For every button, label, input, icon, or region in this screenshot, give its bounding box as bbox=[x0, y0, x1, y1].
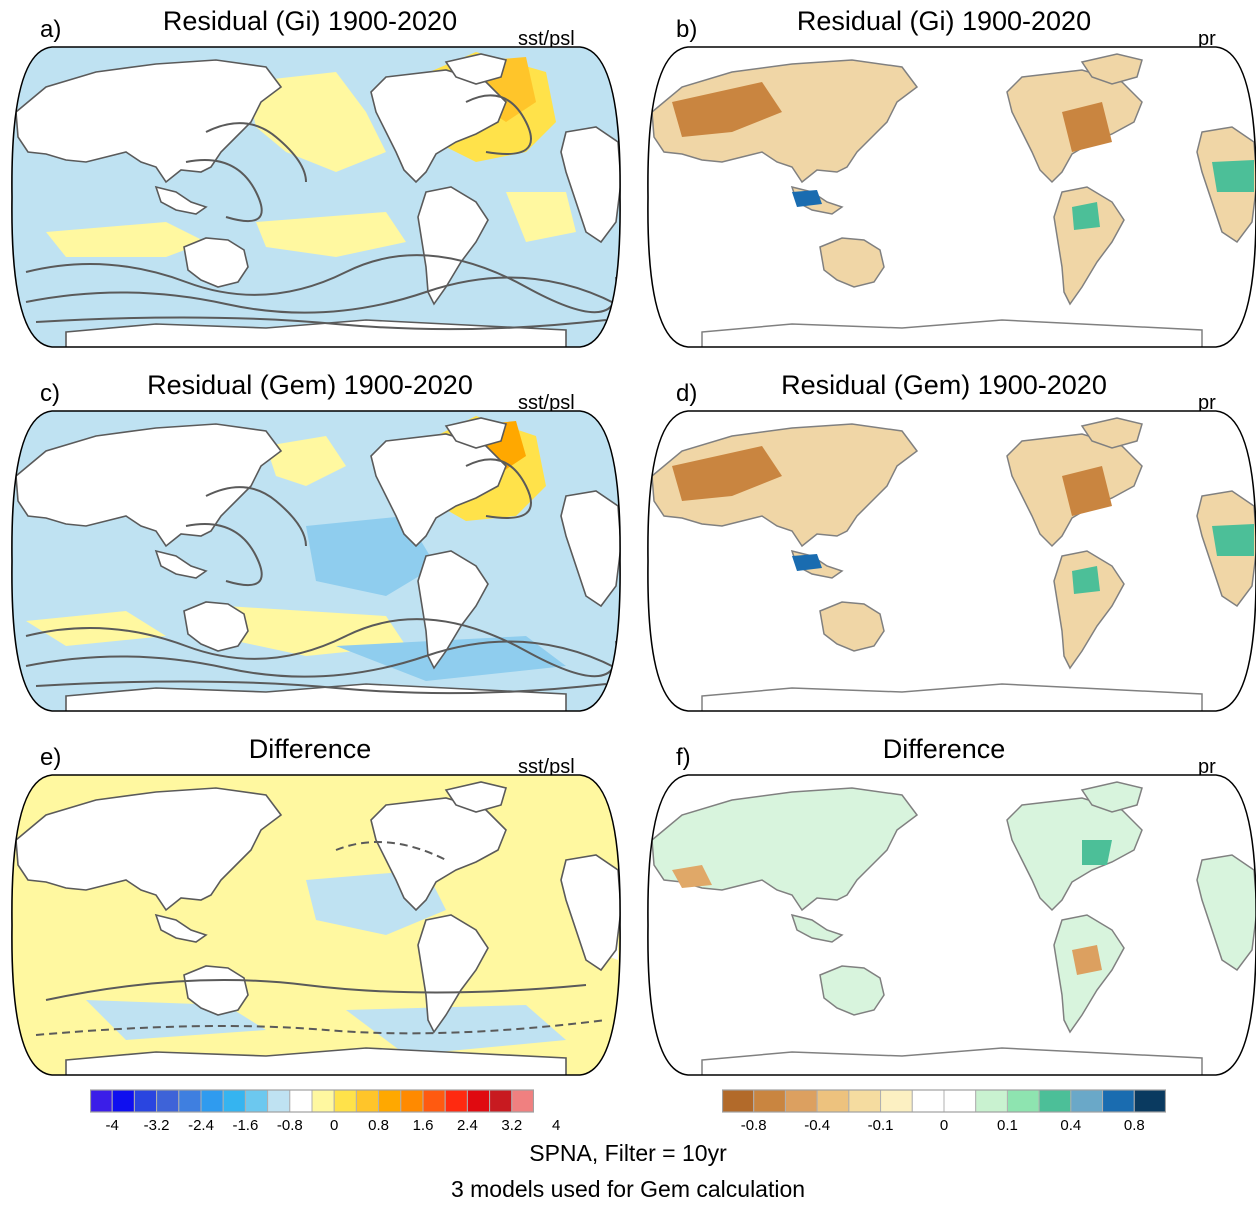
colorbar-swatch bbox=[156, 1089, 180, 1113]
panel-f: f) Difference pr bbox=[636, 728, 1256, 1078]
colorbar-swatch bbox=[466, 1089, 491, 1113]
colorbar-swatch bbox=[489, 1089, 513, 1113]
panel-letter: c) bbox=[40, 380, 60, 407]
colorbar-tick-label: -0.8 bbox=[276, 1117, 303, 1134]
colorbar-tick-label: -0.1 bbox=[867, 1117, 894, 1134]
colorbar-tick-label: 0.8 bbox=[1123, 1117, 1145, 1134]
panel-variable-label: sst/psl bbox=[518, 392, 575, 414]
colorbar-tick-label: 2.4 bbox=[456, 1117, 478, 1134]
colorbar-swatch bbox=[200, 1089, 224, 1113]
map-sst-psl bbox=[11, 410, 621, 712]
colorbar-tick-label: -0.4 bbox=[804, 1117, 831, 1134]
colorbar-swatch bbox=[911, 1089, 945, 1113]
panel-title: Residual (Gi) 1900-2020 bbox=[796, 6, 1092, 36]
colorbar-swatch bbox=[267, 1089, 291, 1113]
panel-d: d) Residual (Gem) 1900-2020 pr bbox=[636, 364, 1256, 714]
map-sst-psl bbox=[11, 774, 621, 1076]
colorbar-tick-label: -0.8 bbox=[740, 1117, 767, 1134]
panel-variable-label: sst/psl bbox=[518, 756, 575, 778]
panel-title: Difference bbox=[248, 734, 372, 764]
colorbar-tick-label: 4 bbox=[552, 1117, 561, 1134]
colorbar-tick-label: 1.6 bbox=[412, 1117, 434, 1134]
colorbar-swatch bbox=[880, 1089, 913, 1113]
map-precipitation bbox=[647, 774, 1256, 1076]
panel-c: c) Residual (Gem) 1900-2020 sst/psl bbox=[0, 364, 621, 714]
colorbar-swatch bbox=[244, 1089, 269, 1113]
colorbar-swatch bbox=[975, 1089, 1008, 1113]
footer-region-filter: SPNA, Filter = 10yr bbox=[529, 1140, 727, 1166]
panel-title: Residual (Gem) 1900-2020 bbox=[147, 370, 473, 400]
panel-variable-label: pr bbox=[1198, 756, 1216, 778]
colorbar-swatch bbox=[111, 1089, 135, 1113]
colorbar-swatch bbox=[355, 1089, 380, 1113]
colorbar-swatch bbox=[816, 1089, 850, 1113]
colorbar-swatch bbox=[90, 1089, 113, 1113]
colorbar-swatch bbox=[784, 1089, 818, 1113]
colorbar-tick-label: 3.2 bbox=[501, 1117, 523, 1134]
panel-title: Residual (Gem) 1900-2020 bbox=[781, 370, 1107, 400]
colorbar-swatch bbox=[400, 1089, 424, 1113]
colorbar-tick-label: 0 bbox=[330, 1117, 339, 1134]
colorbar-swatch bbox=[444, 1089, 468, 1113]
panel-letter: b) bbox=[676, 16, 698, 43]
colorbar-pr: -0.8 -0.4 -0.1 0 0.1 0.4 0.8 bbox=[722, 1089, 1166, 1139]
colorbar-swatch bbox=[1006, 1089, 1040, 1113]
colorbar-tick-label: 0.8 bbox=[368, 1117, 390, 1134]
panel-a: a) Residual (Gi) 1900-2020 sst/psl bbox=[0, 0, 621, 350]
panel-e: e) Difference sst/psl bbox=[0, 728, 621, 1078]
colorbar-sst-swatches bbox=[90, 1089, 534, 1113]
colorbar-sst: -4 -3.2 -2.4 -1.6 -0.8 0 0.8 1.6 2.4 3.2 4 bbox=[90, 1089, 560, 1139]
colorbar-swatch bbox=[333, 1089, 357, 1113]
map-precipitation bbox=[647, 410, 1256, 712]
colorbar-swatch bbox=[422, 1089, 446, 1113]
colorbar-swatch bbox=[222, 1089, 246, 1113]
colorbar-swatch bbox=[1038, 1089, 1072, 1113]
colorbar-swatch bbox=[753, 1089, 786, 1113]
colorbar-tick-label: -3.2 bbox=[143, 1117, 170, 1134]
colorbar-pr-swatches bbox=[722, 1089, 1166, 1113]
colorbar-swatch bbox=[722, 1089, 755, 1113]
panel-letter: a) bbox=[40, 16, 62, 43]
colorbar-tick-label: 0.1 bbox=[996, 1117, 1018, 1134]
map-precipitation bbox=[647, 46, 1256, 348]
panel-variable-label: pr bbox=[1198, 392, 1216, 414]
panel-b: b) Residual (Gi) 1900-2020 pr bbox=[636, 0, 1256, 350]
panel-title: Residual (Gi) 1900-2020 bbox=[162, 6, 458, 36]
colorbar-swatch bbox=[289, 1089, 313, 1113]
colorbar-tick-label: -1.6 bbox=[232, 1117, 259, 1134]
colorbar-tick-label: -2.4 bbox=[188, 1117, 214, 1134]
colorbar-swatch bbox=[311, 1089, 335, 1113]
colorbar-swatch bbox=[178, 1089, 202, 1113]
map-sst-psl bbox=[11, 46, 621, 348]
colorbar-tick-label: 0.4 bbox=[1060, 1117, 1082, 1134]
panel-title: Difference bbox=[882, 734, 1006, 764]
colorbar-swatch bbox=[378, 1089, 402, 1113]
colorbar-swatch bbox=[943, 1089, 977, 1113]
footer-model-note: 3 models used for Gem calculation bbox=[450, 1176, 806, 1202]
panel-letter: f) bbox=[676, 744, 691, 771]
panel-letter: d) bbox=[676, 380, 698, 407]
panel-variable-label: sst/psl bbox=[518, 28, 575, 50]
colorbar-swatch bbox=[1102, 1089, 1135, 1113]
panel-variable-label: pr bbox=[1198, 28, 1216, 50]
colorbar-swatch bbox=[1133, 1089, 1166, 1113]
colorbar-swatch bbox=[848, 1089, 882, 1113]
colorbar-swatch bbox=[511, 1089, 534, 1113]
panel-letter: e) bbox=[40, 744, 62, 771]
colorbar-tick-label: -4 bbox=[105, 1117, 119, 1134]
colorbar-swatch bbox=[133, 1089, 158, 1113]
colorbar-tick-label: 0 bbox=[939, 1117, 949, 1134]
colorbar-swatch bbox=[1070, 1089, 1104, 1113]
